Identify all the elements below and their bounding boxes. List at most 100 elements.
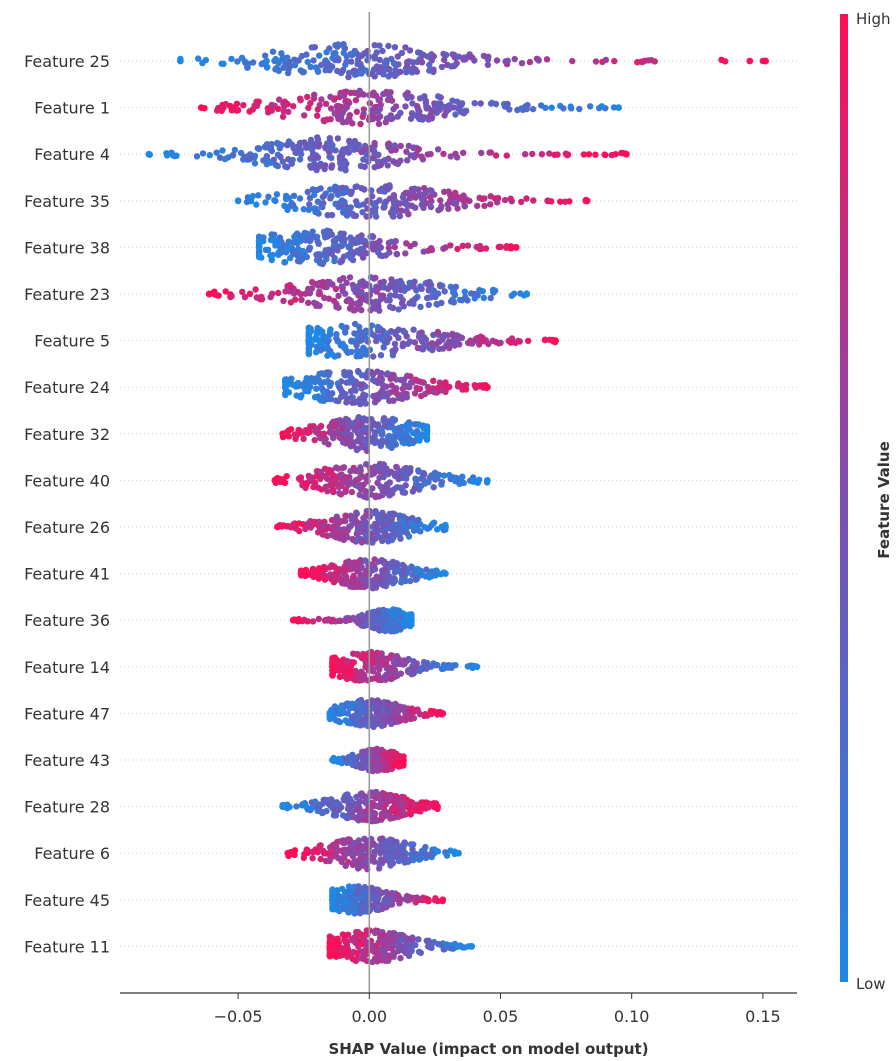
shap-point [430, 938, 438, 946]
shap-point [415, 114, 422, 122]
feature-label: Feature 14 [24, 658, 110, 677]
shap-point [424, 151, 431, 158]
shap-point [305, 104, 312, 112]
shap-point [388, 382, 395, 389]
shap-point [322, 229, 330, 236]
shap-point [325, 295, 333, 302]
shap-point [386, 618, 393, 626]
shap-point [415, 948, 423, 955]
shap-point [592, 151, 599, 158]
shap-point [380, 415, 388, 422]
shap-point-extreme [255, 244, 263, 251]
shap-point [337, 113, 344, 121]
shap-point [193, 153, 201, 160]
shap-point [268, 256, 275, 264]
shap-point [490, 288, 498, 295]
shap-point [329, 54, 336, 62]
shap-point [308, 804, 316, 812]
shap-point [334, 380, 342, 387]
shap-point [400, 661, 407, 668]
shap-point [418, 59, 426, 66]
shap-point [349, 751, 356, 758]
shap-point [388, 536, 396, 544]
shap-point [373, 942, 380, 949]
shap-point [417, 378, 425, 386]
shap-point [326, 135, 333, 142]
shap-point-extreme [434, 803, 441, 810]
shap-point [310, 483, 317, 491]
shap-point [361, 883, 368, 891]
shap-point [399, 808, 407, 816]
shap-point [374, 706, 381, 713]
shap-point-extreme [326, 710, 334, 717]
shap-point [369, 668, 377, 675]
shap-point [371, 436, 379, 444]
shap-point [449, 945, 456, 952]
shap-point [367, 789, 374, 796]
shap-point [342, 486, 349, 493]
shap-point [420, 658, 428, 666]
shap-point [401, 853, 408, 861]
shap-point-extreme [305, 337, 313, 344]
shap-point [354, 844, 362, 852]
shap-point [357, 955, 364, 962]
shap-point [316, 52, 323, 59]
shap-point [386, 608, 394, 615]
shap-point [381, 946, 388, 954]
shap-point [464, 242, 472, 249]
shap-point [376, 105, 384, 113]
shap-point [340, 795, 347, 803]
shap-point [430, 331, 437, 339]
shap-point [602, 56, 610, 64]
shap-point [296, 156, 304, 163]
shap-point [371, 42, 378, 49]
shap-point [388, 97, 396, 104]
shap-point [438, 63, 446, 71]
feature-beeswarm [305, 320, 559, 360]
shap-point [379, 905, 386, 912]
shap-point [311, 572, 318, 580]
shap-point [320, 565, 327, 572]
shap-point [427, 294, 434, 301]
shap-point [316, 290, 324, 297]
shap-point [289, 239, 297, 246]
shap-point [372, 396, 379, 404]
shap-point [362, 761, 369, 768]
feature-beeswarm [289, 606, 415, 635]
shap-point [344, 900, 351, 907]
shap-point [551, 151, 558, 158]
shap-point [395, 474, 403, 482]
shap-point-extreme [271, 477, 279, 484]
shap-point [386, 303, 394, 310]
shap-point [401, 287, 408, 294]
shap-point [359, 894, 366, 901]
shap-point [385, 143, 392, 151]
shap-point [280, 64, 287, 71]
shap-point [199, 150, 207, 157]
shap-point [410, 856, 417, 863]
shap-point [421, 846, 428, 853]
feature-beeswarm [255, 227, 520, 268]
shap-point [347, 89, 354, 97]
shap-point [470, 478, 478, 485]
shap-point [535, 57, 542, 64]
shap-point [327, 186, 334, 193]
shap-point [341, 88, 348, 96]
shap-point [328, 531, 335, 539]
shap-point [356, 565, 363, 572]
shap-point [358, 473, 366, 480]
shap-point [348, 338, 355, 345]
shap-point [317, 434, 324, 442]
shap-point [411, 850, 419, 858]
shap-point [397, 715, 405, 722]
feature-beeswarm [177, 41, 769, 81]
shap-point-extreme [274, 523, 281, 531]
shap-point [359, 209, 366, 216]
shap-point [440, 50, 447, 58]
shap-point [370, 353, 377, 360]
shap-point [281, 202, 288, 209]
shap-point [327, 64, 335, 72]
shap-point [343, 118, 350, 126]
shap-point [495, 340, 502, 347]
feature-label: Feature 36 [24, 611, 110, 630]
